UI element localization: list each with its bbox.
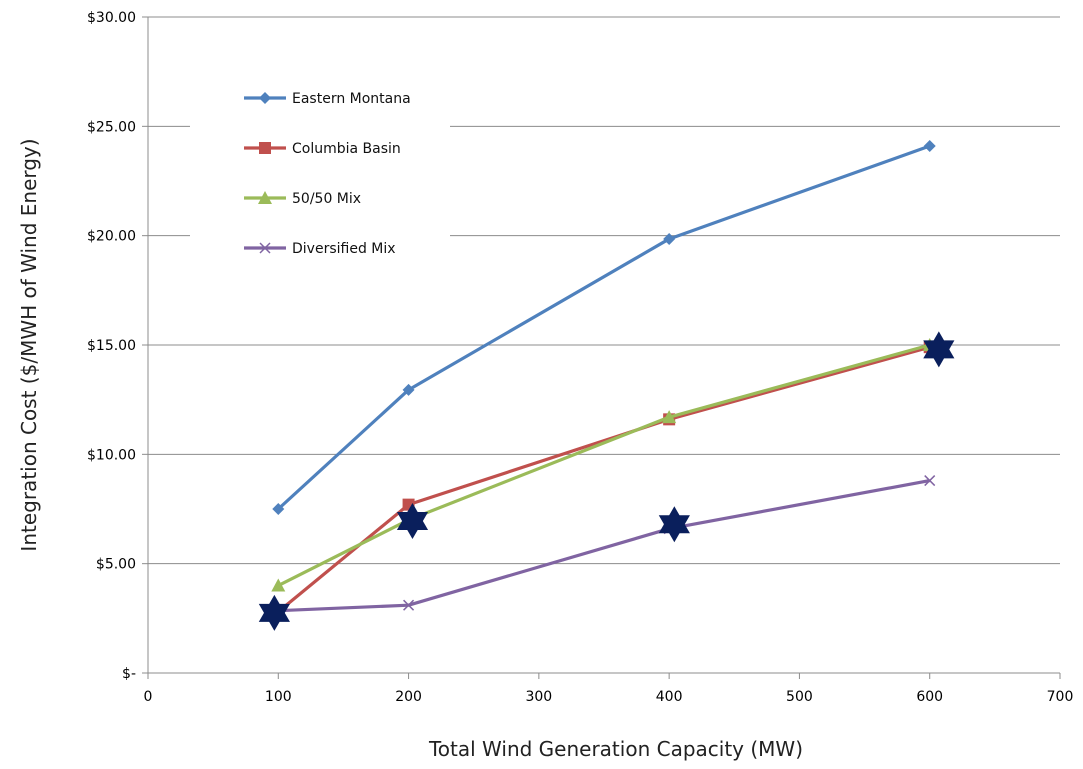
highlight-star-0: [258, 594, 290, 631]
series-0: [272, 140, 936, 515]
series-0-point-2: [663, 232, 676, 245]
legend-swatch-marker-3: [259, 242, 271, 254]
x-axis-ticks: 0 100 200 300 400 500 600 700: [144, 673, 1074, 705]
highlight-star-1: [396, 503, 429, 540]
x-axis-title: Total Wind Generation Capacity (MW): [428, 737, 803, 761]
highlight-star-1-triangle-down: [396, 512, 429, 540]
y-tick-label-4: $20.00: [87, 229, 136, 245]
x-tick-label-4: 400: [656, 689, 683, 705]
legend-label-3: Diversified Mix: [292, 241, 396, 257]
series-3: [272, 475, 936, 617]
highlight-star-3-triangle-down: [923, 340, 955, 368]
legend-swatch-marker-1: [259, 142, 271, 154]
x-tick-label-7: 700: [1047, 689, 1074, 705]
y-tick-label-3: $15.00: [87, 338, 136, 354]
legend-background: [190, 70, 450, 278]
legend-swatch-marker-0: [259, 92, 271, 104]
y-axis-title: Integration Cost ($/MWH of Wind Energy): [17, 138, 41, 551]
y-tick-label-6: $30.00: [87, 10, 136, 26]
series-2-point-0: [271, 578, 286, 592]
legend-item-2: 50/50 Mix: [244, 191, 361, 207]
x-tick-label-3: 300: [525, 689, 552, 705]
series-3-point-3: [924, 475, 936, 487]
y-tick-label-1: $5.00: [96, 557, 136, 573]
y-tick-label-5: $25.00: [87, 119, 136, 135]
legend-label-0: Eastern Montana: [292, 91, 411, 107]
legend: Eastern Montana Columbia Basin 50/50 Mix Di…: [244, 91, 411, 257]
series-1-line: [277, 345, 931, 614]
series-3-point-3-stroke-b: [924, 475, 936, 487]
legend-item-1: Columbia Basin: [244, 141, 401, 157]
highlight-star-2-triangle-down: [658, 515, 690, 543]
series-0-point-1: [402, 383, 415, 396]
x-tick-label-5: 500: [786, 689, 813, 705]
x-tick-label-2: 200: [395, 689, 422, 705]
series-3-point-1: [403, 599, 415, 611]
legend-label-1: Columbia Basin: [292, 141, 401, 157]
legend-item-0: Eastern Montana: [244, 91, 411, 107]
series-3-point-1-stroke-b: [403, 599, 415, 611]
x-tick-label-0: 0: [144, 689, 153, 705]
legend-swatch-marker-3-stroke-b: [259, 242, 271, 254]
highlight-star-0-triangle-down: [258, 603, 290, 631]
y-tick-label-0: $-: [122, 666, 136, 682]
legend-item-3: Diversified Mix: [244, 241, 396, 257]
legend-box: [190, 70, 450, 278]
series-0-line: [277, 144, 931, 511]
series-2: [271, 338, 937, 592]
legend-label-2: 50/50 Mix: [292, 191, 361, 207]
series-1: [272, 341, 936, 618]
highlight-stars: [258, 331, 955, 631]
series-0-point-3: [923, 140, 936, 153]
series-3-line: [278, 478, 931, 613]
x-tick-label-6: 600: [916, 689, 943, 705]
highlight-star-2: [658, 506, 690, 543]
series-2-point-2: [662, 410, 677, 424]
y-axis-ticks: $- $5.00 $10.00 $15.00 $20.00 $25.00 $30.00: [87, 10, 148, 682]
y-tick-label-2: $10.00: [87, 447, 136, 463]
x-tick-label-1: 100: [265, 689, 292, 705]
series-0-point-0: [272, 503, 285, 515]
legend-swatch-marker-2: [258, 191, 272, 204]
series-2-line: [277, 343, 931, 587]
highlight-star-3: [923, 331, 955, 368]
